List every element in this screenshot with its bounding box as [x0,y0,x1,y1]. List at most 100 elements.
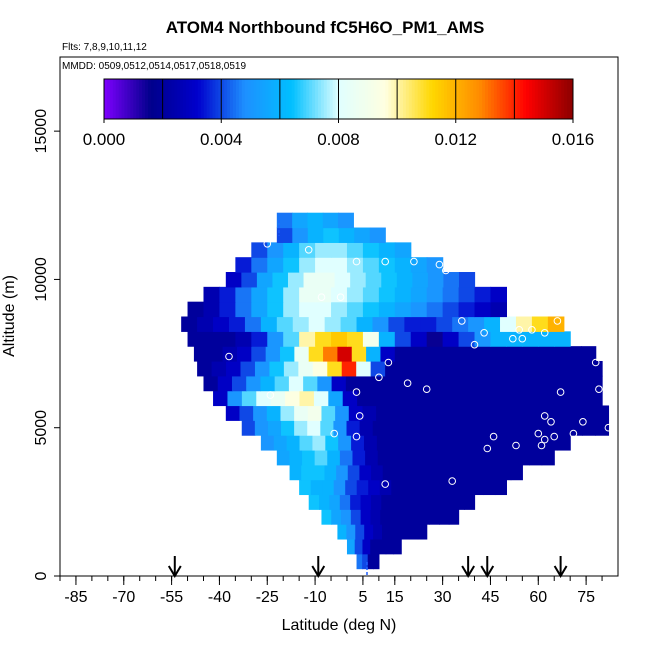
heatmap-cell [312,435,326,451]
heatmap-cell [362,286,380,303]
heatmap-cell [472,390,488,407]
sample-point [317,293,326,302]
heatmap-cell [260,435,275,451]
heatmap-cell [338,227,355,243]
heatmap-cell [338,212,354,229]
colorbar-segment [235,79,240,119]
heatmap-cell [303,272,320,288]
sample-point [509,334,517,343]
heatmap-cell [283,301,300,318]
heatmap-cell [541,449,555,466]
heatmap-cell [351,346,367,362]
heatmap-cell [331,331,348,347]
heatmap-cell [339,449,354,466]
colorbar-segment [104,79,108,119]
x-tick-label: 75 [577,589,595,606]
colorbar-segment [106,79,111,119]
colorbar-segment [112,79,117,119]
heatmap-cell [428,360,444,377]
x-tick-label: 15 [386,589,404,606]
heatmap-cell [458,331,476,347]
heatmap-cell [374,375,390,392]
heatmap-cell [378,242,396,258]
colorbar-segment [227,79,231,119]
colorbar-segment [133,79,137,119]
heatmap-cell [445,375,461,392]
heatmap-cell [283,331,300,347]
heatmap-cell [427,272,445,288]
heatmap-cell [490,301,507,318]
heatmap-cell [545,375,560,392]
heatmap-cell [444,405,459,421]
heatmap-cell [276,212,293,229]
heatmap-cell [270,390,286,407]
heatmap-cell [485,405,500,421]
heatmap-cell [414,360,430,377]
heatmap-cell [267,301,284,318]
colorbar-segment [224,79,228,119]
heatmap-cell [492,435,507,451]
sample-point [540,435,549,444]
colorbar-segment [376,79,381,119]
colorbar-segment [124,79,128,119]
colorbar-segment [517,79,521,119]
heatmap-cell [380,346,396,362]
heatmap-cell [315,331,332,347]
heatmap-cell [490,286,507,303]
colorbar-segment [561,79,565,119]
colorbar-segment [303,79,307,119]
x-axis-label: Latitude (deg N) [282,617,397,634]
heatmap-cell [538,346,554,362]
colorbar-segment [203,79,208,119]
heatmap-cell [335,405,350,421]
heatmap-cell [360,509,372,525]
colorbar-segment [546,79,551,119]
heatmap-cell [466,346,482,362]
heatmap-cell [465,449,480,466]
sample-point [579,418,587,426]
colorbar-segment [118,79,123,119]
heatmap-cell [425,479,438,496]
colorbar-segment [408,79,413,119]
colorbar-segment [268,79,272,119]
heatmap-cell [429,390,445,407]
colorbar-segment [115,79,120,119]
flight-arrow-head [480,565,495,578]
heatmap-cell [328,390,344,407]
heatmap-cell [225,272,242,288]
colorbar-segment [370,79,375,119]
colorbar-segment [359,79,363,119]
heatmap-cell [354,227,371,243]
heatmap-cell [437,479,450,496]
sample-point [515,326,524,334]
colorbar-segment [250,79,254,119]
heatmap-cell [325,435,339,451]
heatmap-cell [378,286,396,303]
heatmap-cell [331,301,348,318]
heatmap-cell [312,464,326,481]
heatmap-cell [381,272,398,288]
heatmap-cell [360,494,372,510]
heatmap-cell [431,375,447,392]
heatmap-cell [303,375,318,392]
colorbar-segment [435,79,439,119]
heatmap-cell [362,301,380,318]
heatmap-cell [459,375,475,392]
heatmap-cell [464,494,476,510]
colorbar-segment [529,79,533,119]
colorbar-segment [329,79,334,119]
heatmap-cell [487,464,500,481]
colorbar-segment [531,79,536,119]
heatmap-cell [251,257,268,273]
colorbar-segment [136,79,140,119]
heatmap-cell [246,375,262,392]
heatmap-cell [474,301,492,318]
heatmap-cell [474,286,492,303]
heatmap-cell [381,494,393,510]
heatmap-cell [260,375,276,392]
heatmap-cell [538,331,555,347]
heatmap-cell [417,464,430,481]
heatmap-cell [490,331,507,347]
heatmap-cell [348,405,364,421]
sample-point [381,480,390,488]
